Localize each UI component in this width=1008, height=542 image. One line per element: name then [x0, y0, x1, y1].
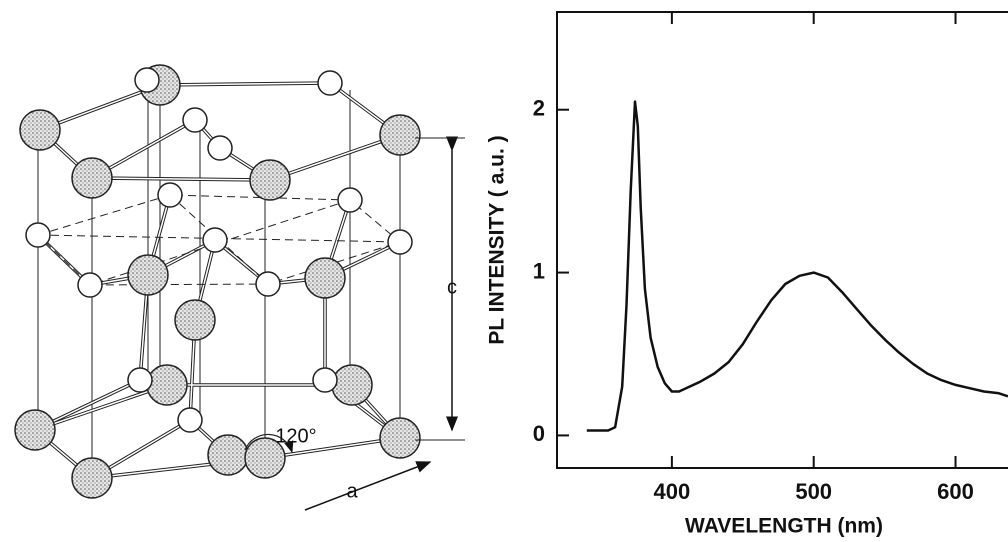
x-tick-label: 600: [937, 479, 974, 504]
bond-core: [34, 384, 168, 431]
bond-core: [159, 82, 331, 86]
large-atom: [331, 364, 373, 406]
x-tick-label: 400: [654, 479, 691, 504]
a-label: a: [346, 480, 358, 502]
small-atom: [255, 271, 281, 297]
bond-core: [91, 177, 271, 181]
x-tick-label: 500: [795, 479, 832, 504]
small-atom: [157, 182, 183, 208]
y-tick-label: 0: [533, 421, 545, 446]
small-atom: [202, 227, 228, 253]
bond-core: [264, 437, 401, 459]
large-atom: [14, 409, 56, 451]
small-atom: [177, 407, 203, 433]
small-atom: [77, 272, 103, 298]
plot-frame: [556, 11, 1008, 469]
small-atom: [182, 107, 208, 133]
y-axis-label: PL INTENSITY ( a.u. ): [486, 135, 509, 344]
angle-label: 120°: [275, 425, 316, 447]
small-atom: [127, 367, 153, 393]
large-atom: [379, 417, 421, 459]
small-atom: [134, 67, 160, 93]
plot: 400 500 600 0 1 2: [533, 11, 1008, 504]
small-atom: [317, 70, 343, 96]
large-atom: [71, 157, 113, 199]
angle-arc: [244, 433, 294, 454]
large-atom: [207, 434, 249, 476]
a-dimension: [304, 461, 432, 511]
large-atom: [304, 257, 346, 299]
small-atom: [387, 229, 413, 255]
large-atom: [19, 109, 61, 151]
spectrum-line: [586, 100, 1008, 432]
large-atom: [71, 457, 113, 499]
y-tick-label: 1: [533, 258, 545, 283]
small-atom: [337, 187, 363, 213]
y-tick-label: 2: [533, 96, 545, 121]
small-atom: [207, 135, 233, 161]
large-atom: [174, 299, 216, 341]
small-atom: [312, 367, 338, 393]
c-label: c: [447, 276, 457, 298]
crystal-structure: [14, 64, 465, 511]
bond-core: [269, 134, 401, 181]
large-atom: [244, 437, 286, 479]
small-atom: [25, 222, 51, 248]
bond-core: [39, 84, 161, 131]
large-atom: [127, 254, 169, 296]
x-axis-label: WAVELENGTH (nm): [685, 515, 883, 538]
large-atom: [146, 364, 188, 406]
large-atom: [249, 159, 291, 201]
large-atom: [379, 114, 421, 156]
